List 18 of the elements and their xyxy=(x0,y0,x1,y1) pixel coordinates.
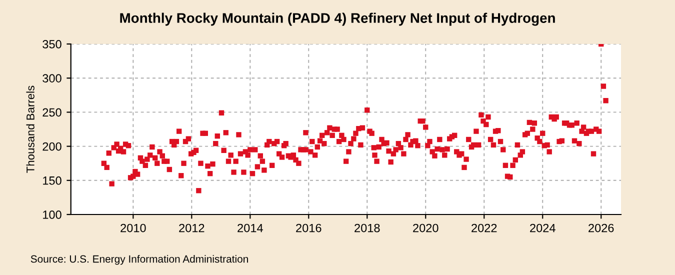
y-tick-label: 350 xyxy=(42,40,62,48)
y-tick-label: 250 xyxy=(42,108,62,117)
x-tick-label: 2024 xyxy=(530,224,556,232)
y-tick-label: 150 xyxy=(43,176,62,185)
x-tick-label: 2026 xyxy=(588,224,614,232)
x-tick-label: 2018 xyxy=(354,224,380,232)
x-tick-label: 2014 xyxy=(238,224,263,232)
x-tick-label: 2010 xyxy=(120,224,146,232)
x-tick-label: 2020 xyxy=(413,224,438,232)
y-tick-label: 200 xyxy=(42,142,62,151)
y-tick-label: 300 xyxy=(42,74,62,82)
x-tick-label: 2012 xyxy=(179,224,204,232)
y-tick-label: 100 xyxy=(43,210,62,219)
source-note: Source: U.S. Energy Information Administration xyxy=(30,255,248,265)
y-axis-title: Thousand Barrels xyxy=(26,86,34,173)
x-tick-label: 2022 xyxy=(472,224,497,232)
x-tick-label: 2016 xyxy=(296,224,322,232)
chart-title: Monthly Rocky Mountain (PADD 4) Refinery Net Input of Hydrogen xyxy=(120,12,555,26)
